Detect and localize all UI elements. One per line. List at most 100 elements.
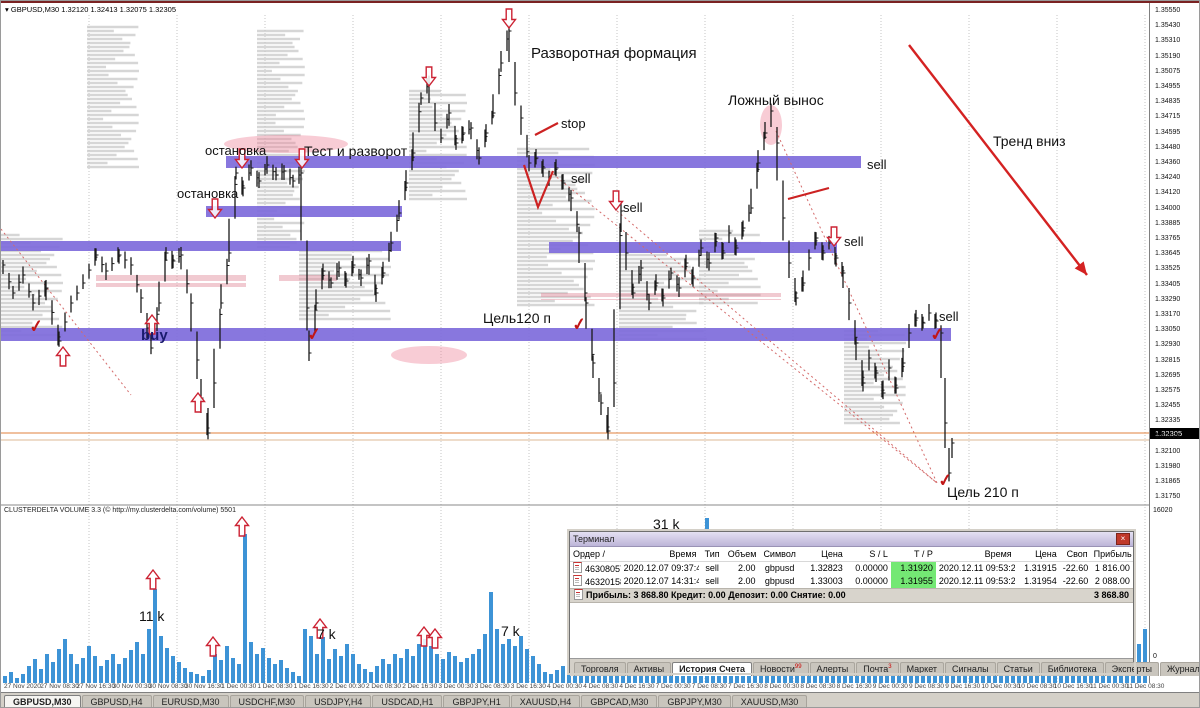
chart-tab-usdjpy-h4[interactable]: USDJPY,H4 [305, 695, 372, 707]
volume-bar [69, 654, 73, 684]
terminal-column-header[interactable]: Символ [763, 549, 796, 559]
terminal-tab-новости[interactable]: Новости99 [753, 662, 809, 676]
terminal-cell: 1.31915 [1024, 563, 1057, 573]
volume-bar [543, 672, 547, 684]
time-axis-label: 2 Dec 16:30 [402, 683, 438, 690]
time-axis-label: 8 Dec 16:30 [836, 683, 872, 690]
terminal-column-header[interactable]: Время [984, 549, 1012, 559]
terminal-tab-активы[interactable]: Активы [626, 662, 672, 676]
terminal-column-header[interactable]: Тип [704, 549, 720, 559]
volume-bar [363, 669, 367, 684]
time-axis-label: 4 Dec 16:30 [619, 683, 655, 690]
highlight-ellipse [391, 346, 467, 364]
volume-bar [303, 629, 307, 684]
price-axis-label: 1.32575 [1155, 387, 1181, 394]
terminal-order-row[interactable]: 463201582020.12.07 14:31:44 sell 2.00 gbpus… [570, 575, 1133, 588]
price-axis-label: 1.33525 [1155, 265, 1181, 273]
terminal-column-header[interactable]: Своп [1066, 549, 1088, 559]
window-top-edge [1, 1, 1199, 3]
terminal-tab-история-счета[interactable]: История Счета [672, 662, 753, 676]
terminal-column-header[interactable]: Время [669, 549, 697, 559]
terminal-summary-row: Прибыль: 3 868.80 Кредит: 0.00 Депозит: … [570, 588, 1133, 603]
volume-bar [3, 676, 7, 684]
terminal-column-header[interactable]: S / L [869, 549, 888, 559]
terminal-tab-торговля[interactable]: Торговля [574, 662, 626, 676]
terminal-tab-журнал[interactable]: Журнал [1159, 662, 1199, 676]
chart-annotation: 31 k [653, 516, 680, 532]
terminal-tab-эксперты[interactable]: Эксперты [1104, 662, 1159, 676]
time-axis-label: 9 Dec 16:30 [945, 683, 981, 690]
time-axis-label: 9 Dec 00:30 [872, 683, 908, 690]
symbol-dropdown-icon[interactable]: ▾ [5, 5, 11, 14]
terminal-column-header[interactable]: Цена [821, 549, 843, 559]
terminal-cell: gbpusd [764, 576, 795, 586]
terminal-order-row[interactable]: 463080572020.12.07 09:37:41 sell 2.00 gbpus… [570, 562, 1133, 575]
terminal-column-header[interactable]: T / P [914, 549, 933, 559]
chart-tab-gbpusd-h4[interactable]: GBPUSD,H4 [81, 695, 152, 707]
terminal-tab-почта[interactable]: Почта3 [856, 662, 899, 676]
summary-expand-icon[interactable] [574, 589, 583, 600]
close-icon[interactable]: × [1116, 533, 1130, 545]
chart-tab-gbpusd-m30[interactable]: GBPUSD,M30 [4, 695, 81, 707]
trendline-dotted [548, 170, 938, 484]
level-band [1, 328, 951, 341]
chart-tab-xauusd-h4[interactable]: XAUUSD,H4 [510, 695, 581, 707]
chart-tab-gbpjpy-m30[interactable]: GBPJPY,M30 [658, 695, 731, 707]
chart-tab-gbpcad-m30[interactable]: GBPCAD,M30 [581, 695, 658, 707]
chart-annotation: Ложный вынос [728, 92, 824, 108]
terminal-column-header[interactable]: Объем [727, 549, 757, 559]
terminal-history-table: Ордер / Время Тип Объем Символ Цена S / L T / P… [570, 547, 1133, 588]
terminal-tab-алерты[interactable]: Алерты [809, 662, 856, 676]
terminal-tab-маркет[interactable]: Маркет [899, 662, 945, 676]
chart-annotation: sell [844, 234, 864, 249]
price-axis-label: 1.34595 [1155, 128, 1181, 136]
order-doc-icon [573, 562, 582, 573]
support-zone-stripe [541, 293, 781, 297]
terminal-cell: -22.60 [1062, 563, 1089, 573]
chart-annotation: Тест и разворот [304, 143, 408, 159]
volume-bar [93, 656, 97, 684]
terminal-cell: 2020.12.11 09:53:22 [938, 563, 1015, 573]
terminal-column-header[interactable]: Цена [1035, 549, 1057, 559]
chart-tab-eurusd-m30[interactable]: EURUSD,M30 [152, 695, 229, 707]
chart-tab-gbpjpy-h1[interactable]: GBPJPY,H1 [443, 695, 510, 707]
arrow-down-icon [421, 66, 437, 88]
chart-tab-usdchf-m30[interactable]: USDCHF,M30 [229, 695, 305, 707]
volume-bar [1035, 669, 1039, 684]
chart-canvas[interactable]: ✓ ✓ ✓ ✓ ✓ Разворотная формация остановка Тест и… [1, 3, 1149, 684]
chart-annotation: 7 k [317, 626, 337, 642]
volume-bar [249, 642, 253, 684]
time-axis-label: 30 Nov 16:30 [185, 683, 224, 690]
volume-bar [525, 649, 529, 684]
volume-bar [309, 636, 313, 684]
price-axis-label: 1.35310 [1155, 37, 1181, 45]
price-axis[interactable]: 1.32305 16020 0 1.35550 1.35430 1.35310 1.3… [1149, 3, 1199, 683]
time-axis-label: 7 Dec 16:30 [728, 683, 764, 690]
level-band [549, 242, 837, 253]
volume-bar [267, 658, 271, 684]
terminal-cell: 46320158 [570, 575, 621, 588]
arrow-down-icon [608, 190, 624, 212]
terminal-column-header[interactable]: Прибыль [1093, 549, 1132, 559]
volume-bar [417, 644, 421, 684]
volume-bar [435, 654, 439, 684]
volume-bar [213, 654, 217, 684]
time-axis-label: 1 Dec 00:30 [221, 683, 257, 690]
price-axis-label: 1.34360 [1155, 159, 1181, 166]
chart-tab-xauusd-m30[interactable]: XAUUSD,M30 [731, 695, 808, 707]
terminal-tab-сигналы[interactable]: Сигналы [945, 662, 996, 676]
terminal-cell: sell [705, 576, 719, 586]
time-axis[interactable]: 27 Nov 2020 27 Nov 08:30 27 Nov 16:30 30 No… [1, 683, 1164, 692]
volume-bar [423, 639, 427, 684]
chart-tab-usdcad-h1[interactable]: USDCAD,H1 [372, 695, 443, 707]
terminal-tab-библиотека[interactable]: Библиотека [1040, 662, 1104, 676]
volume-scale-max: 16020 [1153, 507, 1173, 514]
volume-bar [177, 662, 181, 684]
terminal-titlebar[interactable]: Терминал × [570, 532, 1133, 547]
terminal-tab-статьи[interactable]: Статьи [996, 662, 1040, 676]
chart-annotation: Тренд вниз [993, 133, 1066, 149]
arrow-up-icon [205, 635, 221, 657]
terminal-cell: 1.31955 [890, 575, 936, 588]
volume-bar [273, 664, 277, 684]
terminal-column-header[interactable]: Ордер / [573, 549, 606, 559]
